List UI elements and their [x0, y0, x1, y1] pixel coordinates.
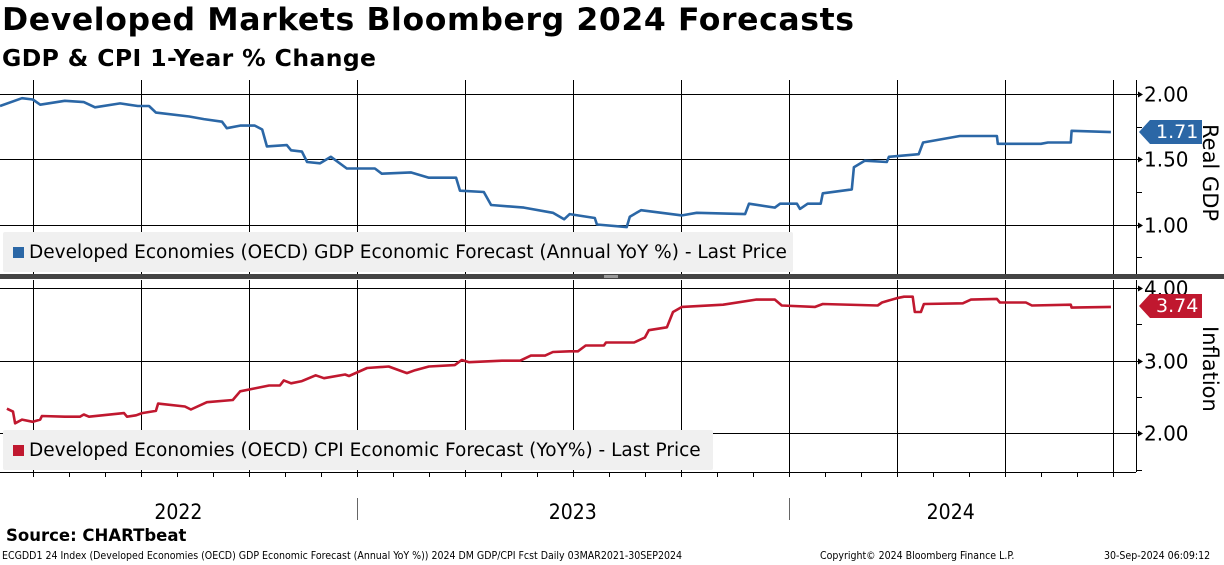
chart-subtitle: GDP & CPI 1-Year % Change: [2, 44, 377, 72]
x-tick-label-2023: 2023: [549, 500, 597, 520]
y-tick-arrow: [1138, 358, 1143, 365]
legend-label-cpi: Developed Economies (OECD) CPI Economic …: [29, 439, 701, 461]
chart-title: Developed Markets Bloomberg 2024 Forecas…: [2, 2, 855, 38]
footer-timestamp: 30-Sep-2024 06:09:12: [1104, 550, 1211, 562]
legend-swatch-cpi: [13, 444, 24, 456]
legend-label-gdp: Developed Economies (OECD) GDP Economic …: [29, 241, 787, 263]
legend-cpi: Developed Economies (OECD) CPI Economic …: [3, 430, 713, 470]
y-tick-arrow: [1138, 222, 1143, 229]
y-tick-arrow: [1138, 91, 1143, 98]
legend-gdp: Developed Economies (OECD) GDP Economic …: [3, 232, 793, 272]
source-note: Source: CHARTbeat: [6, 526, 187, 545]
y-tick-arrow: [1138, 156, 1143, 163]
cpi-series-line: [6, 295, 1111, 425]
y-tick-arrow: [1138, 430, 1143, 437]
y-tick-label: 1.00: [1144, 214, 1189, 238]
y-tick-arrow: [1138, 285, 1143, 292]
legend-swatch-gdp: [13, 246, 24, 258]
x-tick-label-2022: 2022: [154, 500, 202, 520]
panel-resize-handle: [604, 275, 618, 278]
y-tick-label: 1.50: [1144, 148, 1189, 172]
footer-description: ECGDD1 24 Index (Developed Economies (OE…: [2, 550, 682, 562]
y-tick-label: 3.00: [1144, 350, 1189, 374]
gdp-last-value-tag: 1.71: [1138, 120, 1203, 144]
y-axis-title-cpi: Inflation: [1198, 326, 1222, 412]
cpi-last-value-tag: 3.74: [1138, 294, 1203, 318]
y-tick-label: 2.00: [1144, 83, 1189, 107]
y-axis-title-gdp: Real GDP: [1198, 124, 1222, 222]
y-tick-label: 2.00: [1144, 422, 1189, 446]
x-tick-label-2024: 2024: [927, 500, 975, 520]
gdp-series-line: [0, 96, 1111, 229]
footer-copyright: Copyright© 2024 Bloomberg Finance L.P.: [820, 550, 1015, 562]
